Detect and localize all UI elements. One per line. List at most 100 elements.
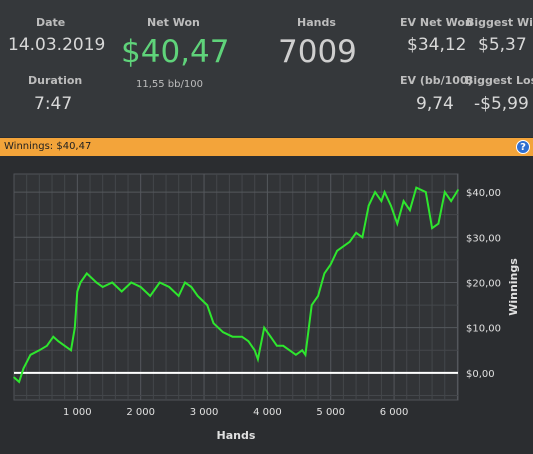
- data-point: [241, 335, 243, 338]
- data-point: [409, 209, 411, 211]
- data-point: [18, 381, 20, 383]
- data-point: [222, 331, 224, 333]
- data-point: [29, 354, 32, 356]
- y-tick-label: $40,00: [466, 188, 501, 199]
- biggest-loss-label: Biggest Loss: [465, 74, 533, 87]
- y-tick-label: $0,00: [466, 369, 495, 380]
- data-point: [38, 349, 41, 352]
- x-tick-label: 2 000: [126, 407, 155, 418]
- date-label: Date: [36, 16, 66, 29]
- data-point: [424, 191, 427, 193]
- winnings-header-bar: Winnings: $40,47 ?: [0, 138, 533, 156]
- winnings-chart: $0,00 $10,00 $20,00 $30,00 $40,00 1 000 2 000…: [13, 173, 520, 442]
- data-point: [168, 286, 171, 288]
- data-point: [355, 231, 357, 234]
- data-point: [86, 272, 88, 275]
- data-point: [402, 200, 405, 202]
- data-point: [443, 191, 446, 193]
- ev-net-won-label: EV Net Won: [400, 16, 473, 29]
- x-axis-label: Hands: [217, 429, 256, 442]
- data-point: [149, 295, 151, 297]
- data-point: [342, 245, 345, 248]
- help-icon[interactable]: ?: [516, 140, 530, 154]
- data-point: [437, 222, 440, 225]
- data-point: [139, 286, 142, 288]
- data-point: [130, 281, 132, 284]
- date-value: 14.03.2019: [8, 35, 106, 55]
- data-point: [74, 326, 76, 329]
- x-tick-labels: 1 000 2 000 3 000 4 000 5 000 6 000: [63, 407, 408, 418]
- data-point: [310, 304, 313, 306]
- x-tick-label: 4 000: [253, 407, 282, 418]
- data-point: [190, 286, 193, 288]
- data-point: [431, 227, 433, 230]
- data-point: [457, 189, 459, 191]
- data-point: [374, 191, 376, 193]
- ev-net-won-value: $34,12: [407, 35, 467, 55]
- y-axis-label: Winnings: [507, 258, 520, 316]
- data-point: [263, 326, 266, 329]
- data-point: [390, 204, 392, 207]
- hands-label: Hands: [297, 16, 336, 29]
- biggest-win-label: Biggest Win: [466, 16, 533, 29]
- y-tick-labels: $0,00 $10,00 $20,00 $30,00 $40,00: [466, 188, 501, 380]
- data-point: [323, 272, 326, 275]
- data-point: [329, 263, 332, 266]
- data-point: [196, 295, 199, 297]
- data-point: [253, 349, 256, 352]
- x-tick-label: 1 000: [63, 407, 92, 418]
- data-points: [13, 186, 459, 383]
- data-point: [95, 281, 98, 284]
- data-point: [348, 241, 351, 243]
- y-tick-label: $10,00: [466, 324, 501, 335]
- data-point: [184, 281, 186, 284]
- biggest-win-value: $5,37: [478, 35, 527, 55]
- data-point: [13, 376, 15, 379]
- data-point: [304, 354, 307, 356]
- data-point: [282, 344, 285, 347]
- data-point: [63, 344, 66, 347]
- data-point: [317, 295, 319, 297]
- data-point: [120, 290, 123, 293]
- data-point: [22, 367, 25, 370]
- data-point: [380, 200, 383, 202]
- winnings-header-text: Winnings: $40,47: [4, 141, 92, 152]
- data-point: [288, 349, 291, 352]
- duration-label: Duration: [28, 74, 83, 87]
- data-point: [46, 344, 48, 347]
- data-point: [101, 286, 104, 288]
- data-point: [52, 335, 55, 338]
- data-point: [57, 340, 60, 343]
- data-point: [269, 335, 272, 338]
- data-point: [336, 250, 338, 252]
- ev-bb-value: 9,74: [416, 94, 454, 114]
- data-point: [257, 358, 259, 361]
- stats-panel: Date 14.03.2019 Duration 7:47 Net Won $4…: [0, 0, 533, 137]
- data-point: [276, 344, 278, 347]
- data-point: [70, 349, 72, 352]
- data-point: [76, 290, 79, 293]
- data-point: [367, 204, 370, 207]
- biggest-loss-value: -$5,99: [474, 94, 529, 114]
- x-tick-label: 6 000: [380, 407, 409, 418]
- x-tick-label: 5 000: [316, 407, 345, 418]
- data-point: [295, 354, 297, 356]
- data-point: [396, 222, 399, 225]
- data-point: [177, 295, 180, 297]
- data-point: [383, 191, 386, 193]
- x-tick-label: 3 000: [190, 407, 219, 418]
- data-point: [79, 281, 82, 284]
- hands-value: 7009: [278, 34, 357, 70]
- data-point: [158, 281, 161, 284]
- data-point: [301, 349, 304, 352]
- net-won-value: $40,47: [121, 34, 230, 70]
- data-point: [212, 322, 215, 324]
- plot-area: [13, 173, 459, 401]
- data-point: [247, 340, 250, 343]
- duration-value: 7:47: [34, 94, 73, 114]
- data-point: [450, 200, 452, 202]
- data-point: [111, 281, 113, 284]
- ev-bb-label: EV (bb/100): [400, 74, 473, 87]
- data-point: [415, 186, 418, 189]
- net-won-subtitle: 11,55 bb/100: [136, 79, 203, 90]
